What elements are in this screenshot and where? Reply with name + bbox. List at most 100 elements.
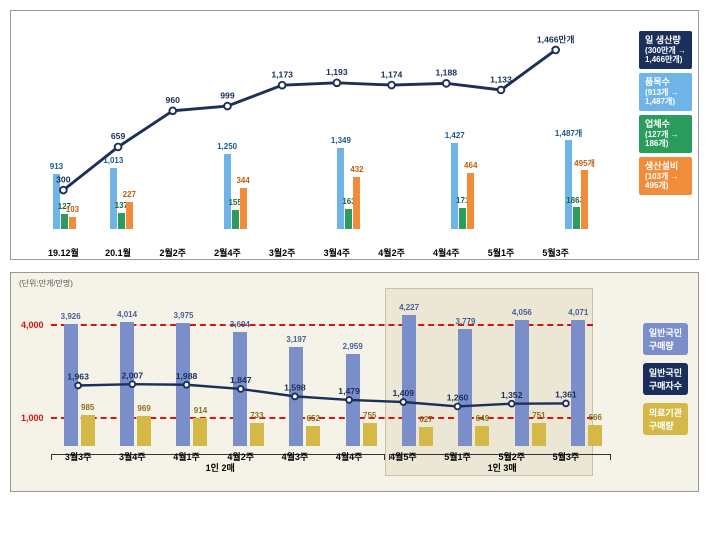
bar: 432 [353,177,360,229]
bar: 155 [232,210,239,229]
bar: 4,227 [402,315,416,446]
bar-label: 1,487개 [555,128,582,139]
bar-group: 1,250155344 [207,154,264,229]
bar: 4,014 [120,322,134,446]
x-label: 4월2주 [364,246,419,259]
bar: 163 [345,209,352,229]
bar-group: 3,975914 [164,323,220,446]
legend-item: 업체수(127개 →186개) [639,115,692,153]
bar-label: 3,779 [455,317,475,326]
bar-label: 464 [464,161,477,170]
bar-label: 914 [194,406,207,415]
x-label: 5월3주 [539,450,593,463]
bar-label: 3,975 [173,311,193,320]
bar-label: 4,056 [512,308,532,317]
bar-group: 1,349163432 [321,148,378,229]
chart1-legend: 일 생산량(300만개 →1,466만개) 품목수(913개 →1,487개) 업체… [639,31,692,195]
bar: 733 [250,423,264,446]
bar-group: 1,427171464 [434,143,491,229]
bar-label: 495개 [574,158,595,169]
svg-text:1,174: 1,174 [381,69,403,79]
x-label: 5월1주 [430,450,484,463]
chart2-plot: 4,0001,0003,9269854,0149693,9759143,6947… [51,293,593,446]
bar: 755 [363,423,377,446]
bar-label: 1,013 [103,156,123,165]
bar: 3,926 [64,324,78,446]
bar: 3,975 [176,323,190,446]
svg-text:659: 659 [111,131,126,141]
bar-group: 4,056751 [502,320,558,446]
bar: 2,959 [346,354,360,446]
bar: 1,349 [337,148,344,229]
bar-label: 627 [419,415,432,424]
x-label: 4월4주 [419,246,474,259]
bar: 127 [61,214,68,229]
bar: 3,197 [289,347,303,446]
bar: 344 [240,188,247,229]
ref-label: 1,000 [21,413,44,423]
bar-group: 4,227627 [389,315,445,446]
chart1-x-labels: 19.12월20.1월2월2주2월4주3월2주3월4주4월2주4월4주5월1주5… [36,246,583,259]
legend-item: 일반국민구매자수 [643,363,688,395]
bar: 652 [306,426,320,446]
svg-text:1,173: 1,173 [271,69,293,79]
bar-group: 1,013137227 [93,168,150,229]
bar: 666 [588,425,602,446]
chart2-unit: (단위:만개/만명) [19,278,73,289]
bar: 1,427 [451,143,458,229]
x-label: 4월4주 [322,450,376,463]
chart2-legend: 일반국민구매량일반국민구매자수의료기관구매량 [643,323,688,435]
x-label: 4월1주 [159,450,213,463]
bar: 627 [419,427,433,446]
legend-item: 의료기관구매량 [643,403,688,435]
bar: 649 [475,426,489,446]
legend-item: 일 생산량(300만개 →1,466만개) [639,31,692,69]
bar-label: 733 [250,411,263,420]
chart2-x-labels: 3월3주3월4주4월1주4월2주4월3주4월4주4월5주5월1주5월2주5월3주 [51,450,593,463]
svg-text:1,466만개: 1,466만개 [537,33,575,44]
bar-label: 3,694 [230,320,250,329]
bar-label: 3,197 [286,335,306,344]
bar: 969 [137,416,151,446]
bar: 4,071 [571,320,585,446]
bar-label: 652 [307,414,320,423]
bar: 3,779 [458,329,472,446]
bar-label: 227 [123,190,136,199]
legend-item: 일반국민구매량 [643,323,688,355]
bar: 464 [467,173,474,229]
chart1-plot: 9131271031,0131372271,2501553441,3491634… [36,31,583,229]
bar-label: 1,250 [217,142,237,151]
svg-text:1,193: 1,193 [326,67,348,77]
bar-label: 1,427 [445,131,465,140]
bar-group: 913127103 [36,174,93,229]
bar-label: 755 [363,411,376,420]
bar-label: 649 [476,414,489,423]
x-label: 19.12월 [36,246,91,259]
bar: 227 [126,202,133,229]
chart1-production: 9131271031,0131372271,2501553441,3491634… [10,10,699,260]
bar-label: 666 [589,413,602,422]
ref-label: 4,000 [21,320,44,330]
bar: 103 [69,217,76,229]
bar: 985 [81,415,95,446]
bar-label: 4,071 [568,308,588,317]
bar-group: 3,197652 [277,347,333,446]
bar-label: 985 [81,403,94,412]
x-label: 5월1주 [474,246,529,259]
bar: 4,056 [515,320,529,446]
x-label: 5월2주 [485,450,539,463]
bar-label: 432 [350,165,363,174]
bar: 3,694 [233,332,247,447]
bar: 1,487개 [565,140,572,229]
bar: 495개 [581,170,588,229]
bar-label: 3,926 [61,312,81,321]
bar-label: 4,014 [117,310,137,319]
legend-item: 품목수(913개 →1,487개) [639,73,692,111]
bar-group: 4,014969 [107,322,163,446]
x-label: 5월3주 [528,246,583,259]
bar: 171 [459,208,466,229]
bar-group: 2,959755 [333,354,389,446]
bar-label: 344 [236,176,249,185]
bar: 914 [193,418,207,446]
x-label: 4월3주 [268,450,322,463]
